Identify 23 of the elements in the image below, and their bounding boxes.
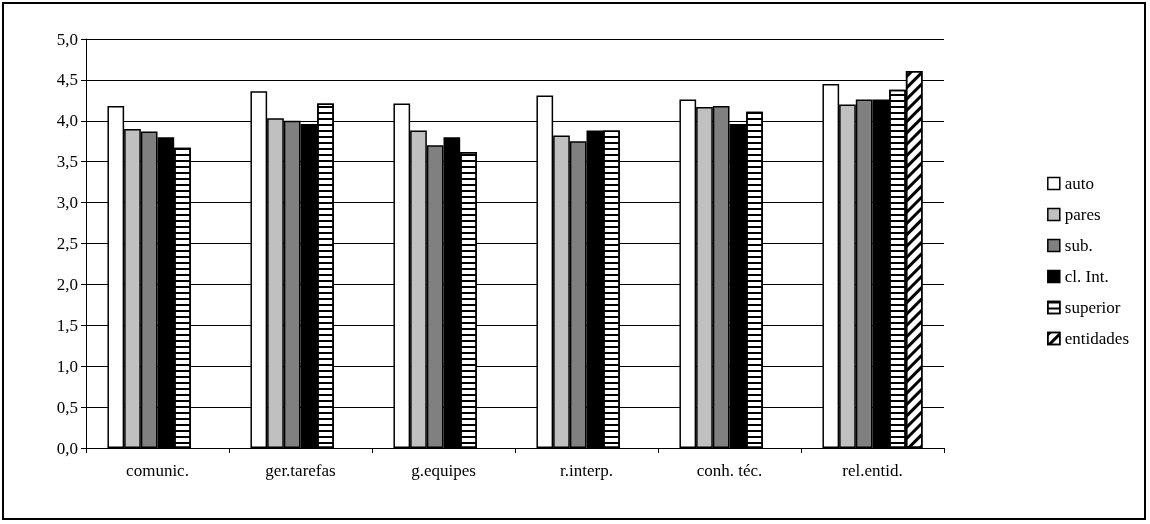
legend-label: sub. [1064,236,1093,255]
y-tick-label: 0,0 [56,438,78,458]
x-tick-label: rel.entid. [842,461,903,480]
y-tick-label: 4,0 [56,111,78,131]
y-tick-label: 4,5 [56,70,78,90]
y-tick-label: 1,5 [56,315,78,335]
x-tick-label: g.equipes [411,461,476,480]
y-tick-label: 3,0 [56,193,78,213]
y-tick-label: 3,5 [56,152,78,172]
y-tick-label: 2,5 [56,234,78,253]
x-tick-label: comunic. [126,461,189,480]
legend-label: superior [1064,298,1121,317]
y-tick-label: 1,0 [56,356,78,376]
x-tick-label: ger.tarefas [265,461,336,480]
legend-label: pares [1064,205,1101,224]
legend-label: entidades [1064,329,1129,348]
y-tick-label: 5,0 [56,29,78,49]
y-tick-label: 0,5 [56,397,78,417]
y-tick-label: 2,0 [56,274,78,294]
x-tick-label: conh. téc. [696,461,763,480]
x-tick-label: r.interp. [560,461,613,480]
legend-label: cl. Int. [1064,267,1109,286]
legend-label: auto [1064,174,1095,193]
